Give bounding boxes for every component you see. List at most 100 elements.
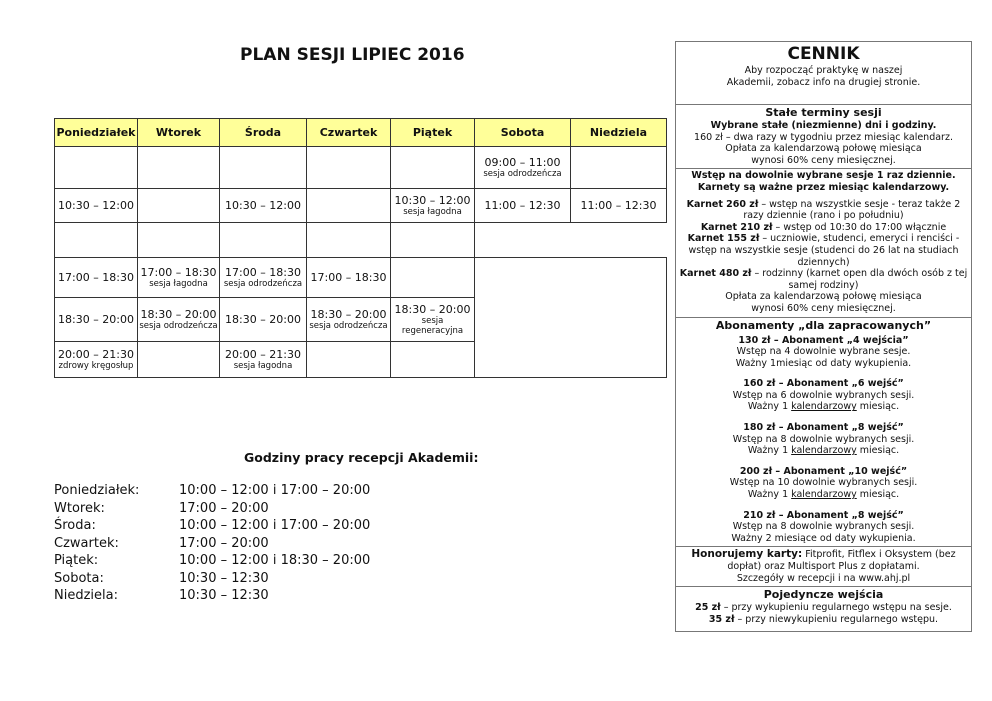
session-time: 10:30 – 12:00	[225, 199, 301, 212]
pass-item: Karnet 155 zł – uczniowie, studenci, eme…	[676, 233, 971, 268]
pass-desc: – rodzinny (karnet open dla dwóch osób z…	[751, 268, 968, 291]
subscription-validity: Ważny 1 kalendarzowy miesiąc.	[747, 489, 900, 501]
reception-hours-value: 10:00 – 12:00 i 18:30 – 20:00	[179, 553, 371, 568]
reception-row: Niedziela: 10:30 – 12:30	[54, 587, 370, 605]
pass-price: Karnet 155 zł	[687, 233, 760, 245]
subscription-title: 200 zł – Abonament „10 wejść”	[739, 465, 908, 477]
session-time: 18:30 – 20:00	[58, 313, 134, 326]
session-type: sesja odrodzeńcza	[309, 321, 388, 331]
reception-row: Piątek: 10:00 – 12:00 i 18:30 – 20:00	[54, 552, 370, 570]
schedule-row: 09:00 – 11:00 sesja odrodzeńcza	[54, 146, 667, 189]
reception-day: Piątek:	[54, 553, 99, 568]
reception-hours-value: 10:30 – 12:30	[179, 588, 269, 603]
cards-section: Honorujemy karty: Fitprofit, Fitflex i O…	[676, 547, 971, 588]
schedule-cell: 17:00 – 18:30	[54, 257, 138, 298]
subscription-item: 130 zł – Abonament „4 wejścia” Wstęp na 4…	[676, 335, 971, 370]
schedule-cell	[390, 257, 475, 298]
schedule-cell	[306, 146, 391, 189]
day-header: Czwartek	[306, 118, 391, 147]
schedule-cell	[390, 222, 475, 258]
session-time: 18:30 – 20:00	[140, 308, 217, 321]
schedule-cell	[306, 341, 391, 378]
session-time: 20:00 – 21:30	[58, 348, 134, 361]
schedule-cell	[219, 146, 307, 189]
schedule-cell: 10:30 – 12:00	[219, 188, 307, 223]
single-entry-item: 35 zł – przy niewykupieniu regularnego w…	[708, 613, 939, 625]
schedule-cell	[570, 146, 667, 189]
schedule-cell: 11:00 – 12:30	[570, 188, 667, 223]
schedule-cell	[390, 146, 475, 189]
subscription-validity: Ważny 1 kalendarzowy miesiąc.	[747, 401, 900, 413]
reception-hours: Poniedziałek: 10:00 – 12:00 i 17:00 – 20:…	[54, 482, 370, 605]
schedule-row: 20:00 – 21:30 zdrowy kręgosłup 20:00 – 21:…	[54, 341, 667, 378]
subscription-title: 130 zł – Abonament „4 wejścia”	[738, 334, 909, 346]
price-list: CENNIK Aby rozpocząć praktykę w naszej A…	[675, 41, 972, 633]
pass-desc: – uczniowie, studenci, emeryci i renciśc…	[688, 233, 960, 268]
schedule-table: Poniedziałek Wtorek Środa Czwartek Piątek Sob…	[54, 118, 667, 378]
subscription-title: 180 zł – Abonament „8 wejść”	[743, 422, 904, 434]
empty-area	[475, 223, 667, 258]
session-type: sesja odrodzeńcza	[483, 169, 562, 179]
session-type: sesja regeneracyjna	[401, 316, 464, 336]
section-subtitle: Karnety są ważne przez miesiąc kalendarz…	[697, 181, 950, 193]
day-header: Piątek	[390, 118, 475, 147]
schedule-cell: 20:00 – 21:30 sesja łagodna	[219, 341, 307, 378]
subscription-desc: Wstęp na 8 dowolnie wybranych sesji.	[732, 433, 915, 445]
schedule-cell: 18:30 – 20:00	[54, 297, 138, 342]
session-time: 09:00 – 11:00	[484, 156, 561, 169]
schedule-row: 10:30 – 12:00 10:30 – 12:00 10:30 – 12:00 s…	[54, 188, 667, 223]
day-header: Wtorek	[137, 118, 220, 147]
session-time: 18:30 – 20:00	[310, 308, 387, 321]
pass-desc: – wstęp od 10:30 do 17:00 włącznie	[772, 221, 947, 233]
price-line: 160 zł – dwa razy w tygodniu przez miesi…	[694, 131, 953, 143]
cards-label: Honorujemy karty:	[691, 548, 803, 561]
schedule-cell: 17:00 – 18:30	[306, 257, 391, 298]
schedule-cell: 10:30 – 12:00 sesja łagodna	[390, 188, 475, 223]
session-type: sesja łagodna	[149, 279, 208, 289]
schedule-cell	[219, 222, 307, 258]
schedule-cell	[306, 188, 391, 223]
session-time: 11:00 – 12:30	[580, 199, 657, 212]
reception-day: Wtorek:	[54, 500, 105, 516]
subscription-item: 210 zł – Abonament „8 wejść” Wstęp na 8 d…	[676, 510, 971, 545]
subscription-desc: Wstęp na 6 dowolnie wybranych sesji.	[732, 389, 915, 401]
subscription-title: 160 zł – Abonament „6 wejść”	[743, 378, 904, 390]
section-title: Abonamenty „dla zapracowanych”	[715, 318, 932, 332]
session-time: 17:00 – 18:30	[225, 266, 301, 279]
pass-item: Karnet 210 zł – wstęp od 10:30 do 17:00 …	[676, 222, 971, 234]
pass-price: Karnet 480 zł	[679, 268, 752, 280]
schedule-row	[54, 222, 667, 258]
reception-day: Niedziela:	[54, 588, 118, 603]
schedule-cell	[54, 222, 138, 258]
reception-row: Poniedziałek: 10:00 – 12:00 i 17:00 – 20:…	[54, 482, 370, 500]
reception-row: Czwartek: 17:00 – 20:00	[54, 535, 370, 553]
reception-hours-value: 17:00 – 20:00	[179, 500, 269, 516]
subscription-desc: Wstęp na 4 dowolnie wybrane sesje.	[736, 346, 911, 358]
reception-day: Sobota:	[54, 570, 104, 586]
note: Opłata za kalendarzową połowę miesiąca w…	[725, 291, 922, 314]
schedule-cell	[137, 222, 220, 258]
subscription-validity: Ważny 2 miesiące od daty wykupienia.	[731, 532, 916, 544]
section-title: Wstęp na dowolnie wybrane sesje 1 raz dz…	[691, 170, 956, 182]
schedule-cell: 17:00 – 18:30 sesja odrodzeńcza	[219, 257, 307, 298]
subscription-validity: Ważny 1miesiąc od daty wykupienia.	[735, 357, 912, 369]
passes-section: Wstęp na dowolnie wybrane sesje 1 raz dz…	[676, 169, 971, 318]
subscription-desc: Wstęp na 10 dowolnie wybranych sesji.	[729, 477, 918, 489]
schedule-cell: 18:30 – 20:00 sesja odrodzeńcza	[306, 297, 391, 342]
session-time: 18:30 – 20:00	[394, 303, 471, 316]
reception-day: Czwartek:	[54, 535, 119, 551]
session-type: sesja łagodna	[403, 207, 462, 217]
day-header: Niedziela	[570, 118, 667, 147]
pass-item: Karnet 260 zł – wstęp na wszystkie sesje…	[676, 199, 971, 222]
reception-hours-value: 10:00 – 12:00 i 17:00 – 20:00	[179, 483, 371, 498]
reception-day: Poniedziałek:	[54, 483, 140, 498]
note: Opłata za kalendarzową połowę miesiąca w…	[725, 143, 922, 166]
schedule-cell	[390, 341, 475, 378]
subscription-item: 180 zł – Abonament „8 wejść” Wstęp na 8 d…	[676, 422, 971, 457]
pass-price: Karnet 260 zł	[686, 198, 759, 210]
session-time: 17:00 – 18:30	[140, 266, 217, 279]
single-entry-section: Pojedyncze wejścia 25 zł – przy wykupien…	[676, 587, 971, 631]
subscription-item: 160 zł – Abonament „6 wejść” Wstęp na 6 d…	[676, 378, 971, 413]
reception-row: Wtorek: 17:00 – 20:00	[54, 500, 370, 518]
schedule-cell: 11:00 – 12:30	[474, 188, 571, 223]
